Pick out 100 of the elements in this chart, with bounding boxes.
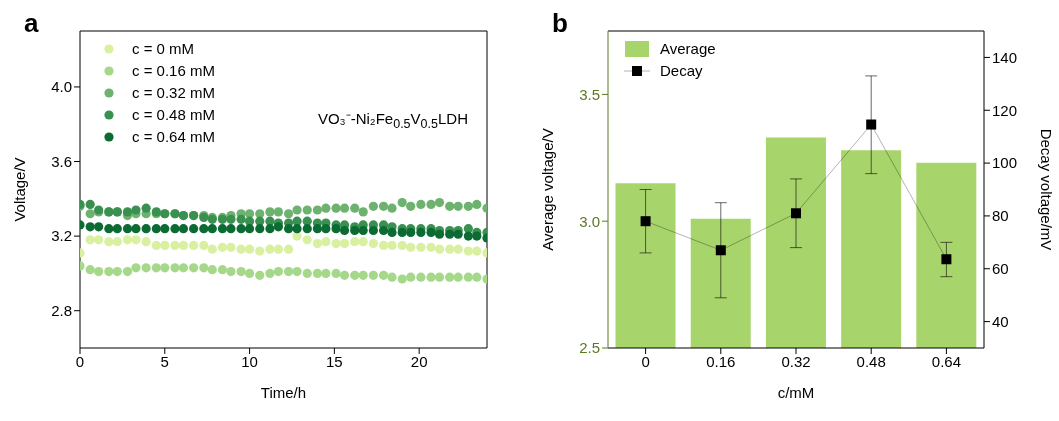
y-tick-label: 3.0	[579, 212, 600, 230]
point	[640, 216, 651, 227]
point	[141, 203, 151, 213]
point	[434, 229, 445, 239]
point	[397, 197, 407, 208]
point	[387, 240, 397, 251]
point	[151, 240, 161, 251]
point	[283, 209, 294, 219]
annotation: VO₃⁻-Ni₂Fe$_{0.5}$V$_{0.5}$LDH	[317, 109, 468, 131]
point	[350, 237, 360, 247]
point	[358, 270, 368, 280]
point	[112, 266, 122, 277]
point	[339, 203, 350, 213]
y2-tick-label: 40	[992, 312, 1009, 330]
point	[236, 266, 246, 277]
point	[292, 224, 302, 234]
point	[94, 266, 104, 277]
point	[472, 199, 482, 210]
point	[331, 224, 341, 234]
point	[463, 231, 473, 241]
point	[207, 224, 217, 234]
x-tick-label: 0	[75, 352, 85, 370]
point	[416, 242, 426, 252]
legend-label: Average	[660, 39, 716, 59]
point	[358, 237, 368, 247]
point	[292, 266, 302, 277]
point	[94, 235, 104, 245]
point	[255, 224, 265, 234]
point	[358, 225, 368, 236]
point	[339, 238, 350, 249]
y-tick-label: 3.5	[579, 85, 600, 103]
point	[339, 225, 350, 236]
point	[170, 240, 180, 251]
point	[244, 224, 255, 234]
point	[178, 240, 189, 251]
point	[387, 203, 397, 213]
point	[131, 205, 141, 215]
y2-tick-label: 120	[992, 101, 1018, 119]
point	[350, 203, 360, 213]
point	[283, 244, 294, 254]
point	[265, 224, 275, 234]
point	[199, 240, 209, 251]
x-axis-title: c/mM	[777, 384, 815, 401]
point	[339, 270, 350, 280]
point	[112, 224, 122, 234]
point	[265, 207, 275, 217]
point	[85, 209, 95, 219]
point	[463, 246, 473, 256]
point	[226, 224, 236, 234]
point	[472, 231, 482, 241]
point	[265, 268, 275, 279]
point	[160, 240, 170, 251]
x-tick-label: 20	[410, 352, 428, 370]
point	[445, 244, 455, 254]
point	[199, 224, 209, 234]
y-tick-label: 3.2	[51, 227, 72, 245]
point	[207, 244, 217, 254]
point	[312, 238, 323, 249]
point	[463, 224, 473, 234]
legend-label: c = 0 mM	[132, 39, 195, 59]
point	[378, 225, 389, 236]
point	[426, 272, 436, 282]
y2-tick-label: 140	[992, 48, 1018, 66]
point	[292, 205, 302, 215]
point	[321, 268, 331, 279]
point	[244, 244, 255, 254]
point	[321, 224, 331, 234]
point	[368, 225, 378, 236]
point	[217, 242, 228, 252]
point	[178, 263, 189, 273]
x-tick-label: 0.32	[781, 352, 811, 370]
point	[416, 272, 426, 282]
point	[426, 242, 436, 252]
point	[112, 237, 122, 247]
point	[122, 266, 133, 277]
point	[244, 209, 255, 219]
point	[358, 207, 368, 217]
point	[94, 222, 104, 232]
point	[331, 238, 341, 249]
point	[472, 272, 482, 282]
point	[273, 266, 284, 277]
x-tick-label: 10	[241, 352, 258, 370]
point	[255, 246, 265, 256]
point	[141, 237, 151, 247]
point	[434, 272, 445, 282]
chart-title: a	[24, 8, 39, 39]
y2-axis-title: Decay voltage/mV	[1037, 128, 1055, 251]
point	[141, 263, 151, 273]
x-tick-label: 5	[160, 352, 169, 370]
point	[791, 208, 801, 219]
point	[472, 246, 482, 256]
point	[131, 224, 141, 234]
point	[445, 229, 455, 239]
point	[463, 201, 473, 211]
point	[226, 266, 236, 277]
point	[416, 199, 426, 210]
point	[151, 263, 161, 273]
point	[368, 270, 378, 280]
y-tick-label: 2.8	[51, 302, 72, 320]
legend-label: c = 0.64 mM	[132, 127, 215, 147]
